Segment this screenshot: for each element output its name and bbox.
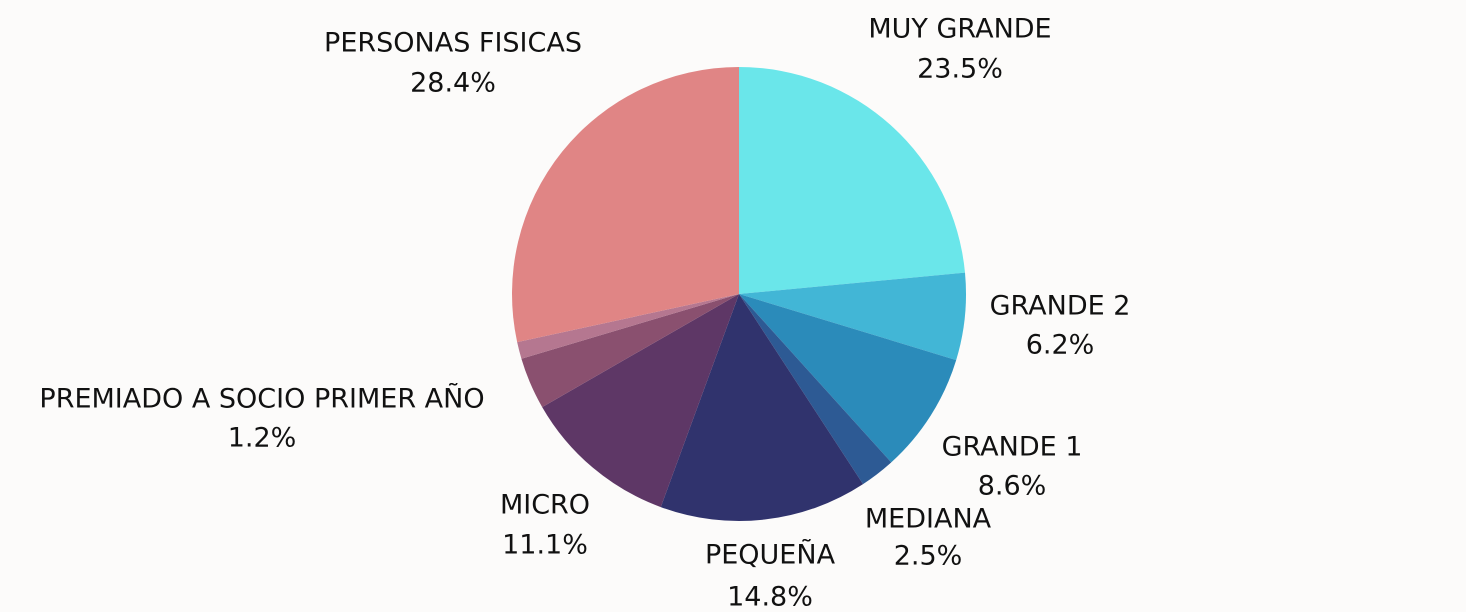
slice-value: 1.2% xyxy=(228,423,297,454)
slice-label: PEQUEÑA xyxy=(705,539,836,571)
slice-value: 6.2% xyxy=(1026,330,1095,361)
slice-label: MEDIANA xyxy=(865,504,992,535)
slice-value: 28.4% xyxy=(410,68,496,99)
slice-value: 11.1% xyxy=(502,530,588,561)
slice-label: GRANDE 1 xyxy=(942,432,1083,463)
pie-slice xyxy=(521,294,739,408)
slice-value: 2.5% xyxy=(894,541,963,572)
pie-slice xyxy=(542,294,739,508)
pie-slice xyxy=(739,294,957,463)
slice-label: GRANDE 2 xyxy=(990,291,1131,322)
slice-value: 14.8% xyxy=(727,582,813,612)
pie-slice xyxy=(517,294,739,359)
slice-label: MUY GRANDE xyxy=(868,14,1051,45)
pie-slice xyxy=(739,67,965,294)
pie-slice xyxy=(512,67,739,343)
pie-slice xyxy=(739,272,966,361)
pie-slice xyxy=(739,294,892,485)
slice-value: 8.6% xyxy=(978,471,1047,502)
pie-slice xyxy=(660,294,864,521)
slice-label: MICRO xyxy=(500,490,590,521)
slice-label: PERSONAS FISICAS xyxy=(324,28,582,59)
slice-label: PREMIADO A SOCIO PRIMER AÑO xyxy=(39,383,484,415)
slice-value: 23.5% xyxy=(917,54,1003,85)
